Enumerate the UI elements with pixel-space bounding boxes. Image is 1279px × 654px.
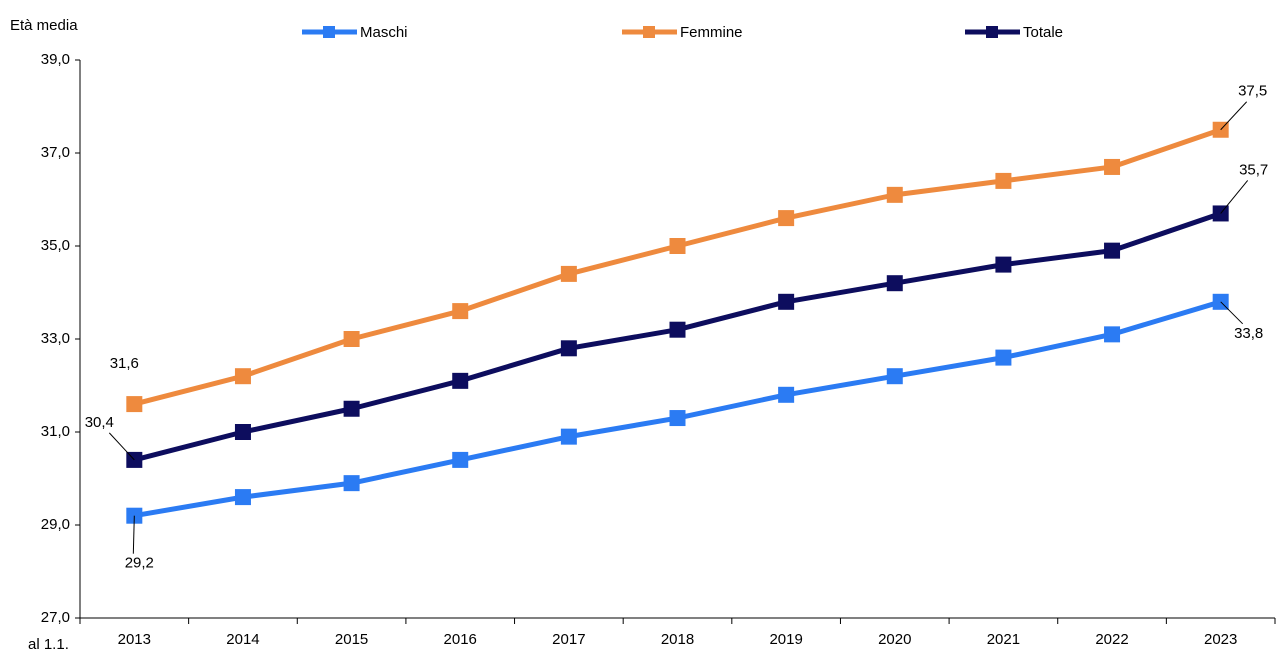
- y-tick-label: 39,0: [41, 51, 70, 68]
- point: [886, 275, 903, 292]
- point: [343, 475, 360, 492]
- point: [560, 340, 577, 357]
- x-tick-label: 2015: [335, 631, 368, 648]
- x-tick-label: 2021: [987, 631, 1020, 648]
- y-tick-label: 27,0: [41, 609, 70, 626]
- x-tick-label: 2017: [552, 631, 585, 648]
- leader-line: [1220, 180, 1249, 214]
- point: [886, 368, 903, 385]
- point: [886, 186, 903, 203]
- y-axis-label: Età media: [10, 17, 78, 34]
- point: [452, 372, 469, 389]
- point: [234, 489, 251, 506]
- point: [560, 428, 577, 445]
- point: [669, 321, 686, 338]
- y-tick-label: 37,0: [41, 144, 70, 161]
- y-tick-label: 29,0: [41, 516, 70, 533]
- point: [1104, 242, 1121, 259]
- x-tick-label: 2023: [1204, 631, 1237, 648]
- x-tick-label: 2013: [118, 631, 151, 648]
- y-tick-label: 31,0: [41, 423, 70, 440]
- x-axis-label: al 1.1.: [28, 636, 69, 653]
- y-tick-label: 33,0: [41, 330, 70, 347]
- legend-label: Femmine: [680, 24, 743, 41]
- y-tick-label: 35,0: [41, 237, 70, 254]
- point: [1104, 326, 1121, 343]
- data-label: 31,6: [110, 355, 139, 372]
- point: [452, 451, 469, 468]
- data-label: 33,8: [1234, 325, 1263, 342]
- point: [778, 293, 795, 310]
- series-line: [133, 127, 1222, 407]
- data-label: 30,4: [85, 414, 114, 431]
- point: [1104, 158, 1121, 175]
- legend-marker: [323, 26, 335, 38]
- data-label: 29,2: [125, 555, 154, 572]
- point: [560, 265, 577, 282]
- point: [669, 238, 686, 254]
- point: [778, 210, 795, 227]
- leader-line: [1220, 301, 1244, 325]
- legend-label: Totale: [1023, 24, 1063, 41]
- point: [452, 303, 469, 320]
- x-tick-label: 2019: [769, 631, 802, 648]
- leader-line: [1220, 101, 1248, 131]
- legend-marker: [643, 26, 655, 38]
- point: [995, 349, 1012, 366]
- x-tick-label: 2018: [661, 631, 694, 648]
- data-label: 35,7: [1239, 161, 1268, 178]
- leader-line: [108, 432, 135, 461]
- point: [778, 386, 795, 403]
- point: [234, 424, 251, 440]
- x-tick-label: 2020: [878, 631, 911, 648]
- point: [126, 396, 143, 413]
- legend-marker: [986, 26, 998, 38]
- point: [343, 331, 360, 347]
- data-label: 37,5: [1238, 83, 1267, 100]
- point: [343, 400, 360, 417]
- point: [669, 410, 686, 427]
- leader-line: [132, 515, 135, 554]
- point: [234, 368, 251, 385]
- x-tick-label: 2022: [1095, 631, 1128, 648]
- legend-label: Maschi: [360, 24, 408, 41]
- x-tick-label: 2014: [226, 631, 259, 648]
- point: [995, 172, 1012, 189]
- point: [995, 256, 1012, 273]
- x-tick-label: 2016: [444, 631, 477, 648]
